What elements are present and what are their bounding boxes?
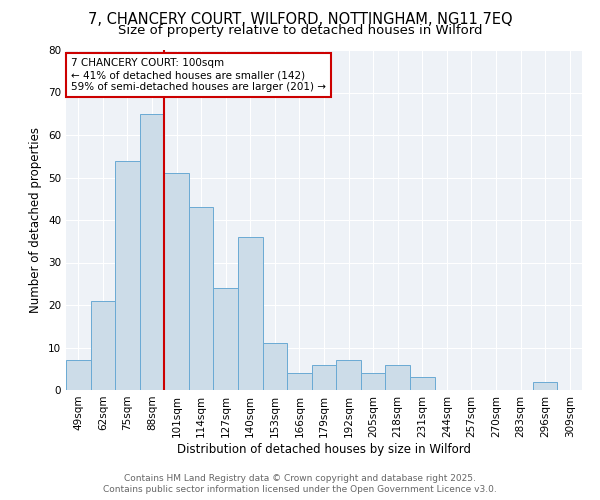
Text: 7 CHANCERY COURT: 100sqm
← 41% of detached houses are smaller (142)
59% of semi-: 7 CHANCERY COURT: 100sqm ← 41% of detach… — [71, 58, 326, 92]
Bar — [189, 207, 214, 390]
Text: Size of property relative to detached houses in Wilford: Size of property relative to detached ho… — [118, 24, 482, 37]
Bar — [91, 300, 115, 390]
Bar — [214, 288, 238, 390]
Bar — [238, 237, 263, 390]
Bar — [140, 114, 164, 390]
Bar — [361, 373, 385, 390]
Bar — [164, 174, 189, 390]
Bar — [533, 382, 557, 390]
Bar — [385, 364, 410, 390]
Bar — [410, 377, 434, 390]
Bar — [336, 360, 361, 390]
Bar — [312, 364, 336, 390]
Bar — [287, 373, 312, 390]
Y-axis label: Number of detached properties: Number of detached properties — [29, 127, 43, 313]
Bar — [115, 160, 140, 390]
Bar — [66, 360, 91, 390]
X-axis label: Distribution of detached houses by size in Wilford: Distribution of detached houses by size … — [177, 442, 471, 456]
Text: Contains HM Land Registry data © Crown copyright and database right 2025.
Contai: Contains HM Land Registry data © Crown c… — [103, 474, 497, 494]
Text: 7, CHANCERY COURT, WILFORD, NOTTINGHAM, NG11 7EQ: 7, CHANCERY COURT, WILFORD, NOTTINGHAM, … — [88, 12, 512, 26]
Bar — [263, 343, 287, 390]
